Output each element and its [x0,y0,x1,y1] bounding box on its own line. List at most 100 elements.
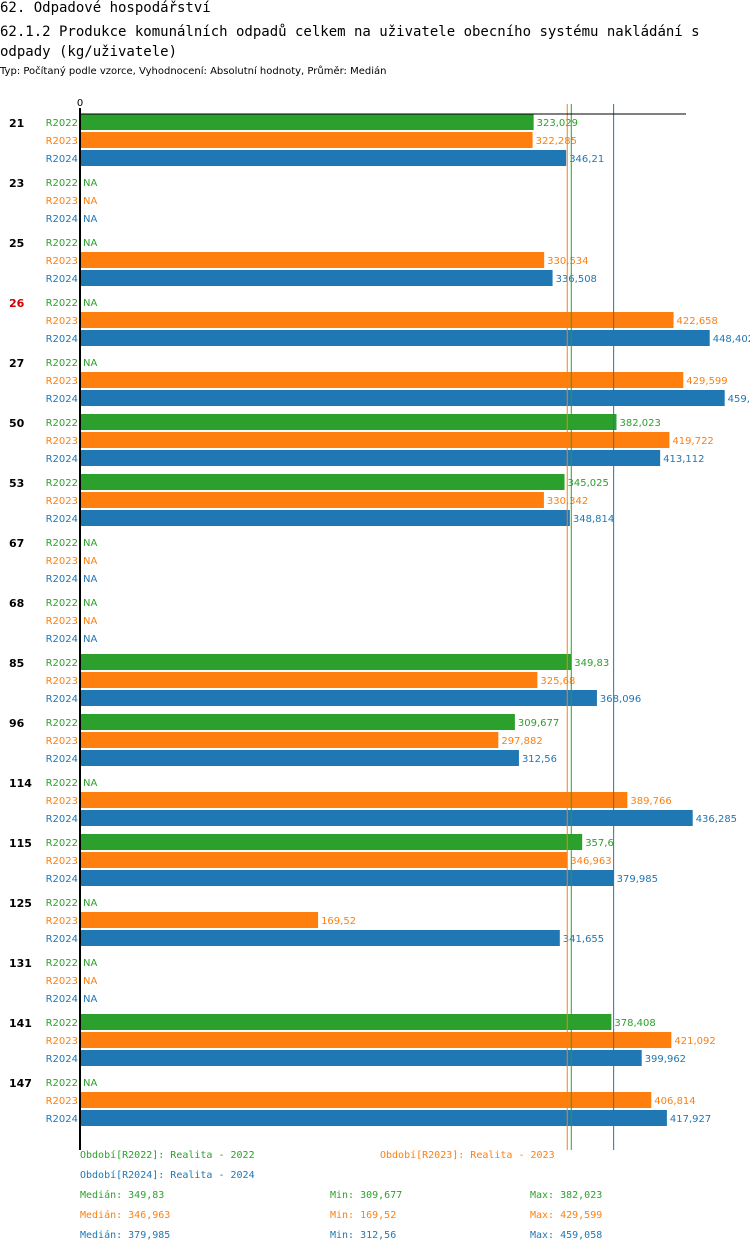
data-label-26-r2024: 448,402 [713,334,750,345]
data-label-26-r2022: NA [83,298,97,309]
bar-27-r2023 [80,372,684,388]
bar-115-r2022 [80,834,583,850]
data-label-21-r2023: 322,285 [536,136,577,147]
series-label-53-r2024: R2024 [46,514,78,525]
data-label-96-r2023: 297,882 [501,736,542,747]
bar-96-r2022 [80,714,515,730]
legend-median-r2022: Medián: 349,83 [80,1190,165,1201]
data-label-68-r2022: NA [83,598,97,609]
series-label-114-r2022: R2022 [46,778,78,789]
data-label-147-r2022: NA [83,1078,97,1089]
bar-114-r2023 [80,792,628,808]
series-label-26-r2024: R2024 [46,334,78,345]
series-label-25-r2022: R2022 [46,238,78,249]
data-label-68-r2023: NA [83,616,97,627]
bar-50-r2022 [80,414,617,430]
series-label-27-r2022: R2022 [46,358,78,369]
data-label-50-r2024: 413,112 [663,454,704,465]
data-label-23-r2022: NA [83,178,97,189]
category-label-114: 114 [9,777,32,790]
category-label-147: 147 [9,1077,32,1090]
series-label-141-r2022: R2022 [46,1018,78,1029]
bar-21-r2023 [80,132,533,148]
series-label-68-r2022: R2022 [46,598,78,609]
bar-25-r2023 [80,252,545,268]
data-label-25-r2023: 330,534 [547,256,588,267]
data-label-53-r2024: 348,814 [573,514,614,525]
bar-85-r2023 [80,672,538,688]
bar-25-r2024 [80,270,553,286]
data-label-68-r2024: NA [83,634,97,645]
series-label-21-r2022: R2022 [46,118,78,129]
axis-origin-label: 0 [77,98,83,109]
data-label-21-r2024: 346,21 [569,154,604,165]
data-label-141-r2022: 378,408 [614,1018,655,1029]
series-label-125-r2023: R2023 [46,916,78,927]
data-label-21-r2022: 323,029 [537,118,578,129]
data-label-115-r2024: 379,985 [617,874,658,885]
bar-26-r2023 [80,312,674,328]
series-label-50-r2024: R2024 [46,454,78,465]
bar-147-r2024 [80,1110,667,1126]
data-label-50-r2022: 382,023 [619,418,660,429]
data-label-125-r2024: 341,655 [563,934,604,945]
bar-115-r2024 [80,870,614,886]
series-label-50-r2023: R2023 [46,436,78,447]
series-label-27-r2023: R2023 [46,376,78,387]
data-label-115-r2022: 357,6 [585,838,614,849]
bar-147-r2023 [80,1092,652,1108]
legend-median-r2024: Medián: 379,985 [80,1230,171,1241]
series-label-67-r2023: R2023 [46,556,78,567]
chart-title: 62.1.2 Produkce komunálních odpadů celke… [0,24,709,60]
series-label-115-r2024: R2024 [46,874,78,885]
bar-115-r2023 [80,852,568,868]
category-label-96: 96 [9,717,25,730]
bar-96-r2024 [80,750,519,766]
bar-85-r2024 [80,690,597,706]
series-label-25-r2024: R2024 [46,274,78,285]
series-label-25-r2023: R2023 [46,256,78,267]
bar-21-r2022 [80,114,534,130]
series-label-96-r2023: R2023 [46,736,78,747]
category-label-125: 125 [9,897,32,910]
series-label-23-r2022: R2022 [46,178,78,189]
data-label-27-r2024: 459,058 [728,394,750,405]
category-label-115: 115 [9,837,32,850]
data-label-147-r2023: 406,814 [654,1096,695,1107]
category-label-27: 27 [9,357,24,370]
series-label-53-r2022: R2022 [46,478,78,489]
legend-min-r2023: Min: 169,52 [330,1210,397,1221]
bar-96-r2023 [80,732,499,748]
legend-max-r2022: Max: 382,023 [530,1190,603,1201]
category-label-50: 50 [9,417,25,430]
data-label-85-r2022: 349,83 [574,658,609,669]
series-label-147-r2023: R2023 [46,1096,78,1107]
data-label-23-r2023: NA [83,196,97,207]
series-label-85-r2024: R2024 [46,694,78,705]
legend-median-r2023: Medián: 346,963 [80,1210,171,1221]
series-label-96-r2022: R2022 [46,718,78,729]
series-label-125-r2024: R2024 [46,934,78,945]
series-label-114-r2023: R2023 [46,796,78,807]
data-label-85-r2023: 325,68 [540,676,575,687]
series-label-26-r2022: R2022 [46,298,78,309]
legend-min-r2024: Min: 312,56 [330,1230,397,1241]
category-label-85: 85 [9,657,24,670]
bar-141-r2023 [80,1032,672,1048]
series-label-85-r2023: R2023 [46,676,78,687]
legend-period-r2023: Období[R2023]: Realita - 2023 [380,1150,555,1161]
data-label-96-r2024: 312,56 [522,754,557,765]
data-label-23-r2024: NA [83,214,97,225]
series-label-96-r2024: R2024 [46,754,78,765]
series-label-50-r2022: R2022 [46,418,78,429]
data-label-141-r2023: 421,092 [674,1036,715,1047]
bar-125-r2023 [80,912,319,928]
data-label-53-r2022: 345,025 [568,478,609,489]
bar-114-r2024 [80,810,693,826]
series-label-53-r2023: R2023 [46,496,78,507]
series-label-131-r2024: R2024 [46,994,78,1005]
data-label-114-r2022: NA [83,778,97,789]
data-label-50-r2023: 419,722 [672,436,713,447]
data-label-114-r2024: 436,285 [696,814,737,825]
